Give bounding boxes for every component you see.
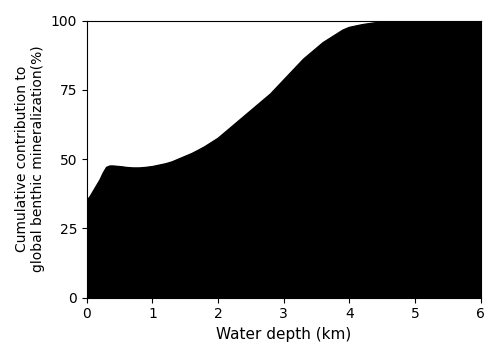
Y-axis label: Cumulative contribution to
global benthic mineralization(%): Cumulative contribution to global benthi…	[15, 46, 45, 272]
X-axis label: Water depth (km): Water depth (km)	[216, 327, 352, 342]
